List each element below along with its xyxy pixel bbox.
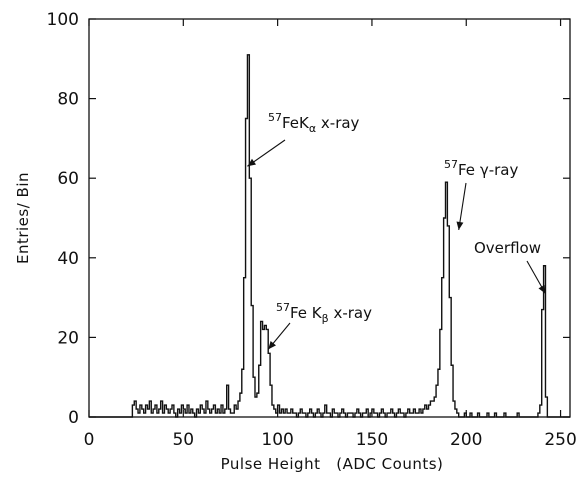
annotation-sup: 57 [276, 301, 290, 314]
annotation-main: Overflow [474, 239, 541, 257]
annotation-suffix: -ray [489, 161, 519, 179]
y-tick-label: 20 [57, 328, 79, 348]
tick-labels: 0 50 100 150 200 250 0 20 40 60 80 100 [47, 10, 577, 450]
y-tick-label: 0 [68, 408, 79, 428]
annotation-greek: γ [480, 161, 489, 179]
annotation-arrowhead [247, 158, 257, 167]
y-tick-label: 60 [57, 169, 79, 189]
x-tick-label: 100 [261, 430, 293, 450]
annotation-2: 57Fe γ-ray [444, 158, 518, 231]
annotation-sub: β [322, 312, 329, 325]
y-tick-label: 40 [57, 249, 79, 269]
plot-frame [88, 18, 571, 418]
annotation-sub: α [309, 122, 316, 135]
y-axis-title: Entries/ Bin [14, 172, 32, 264]
annotation-suffix: x-ray [329, 304, 372, 322]
x-tick-label: 0 [84, 430, 95, 450]
annotation-label: 57Fe Kβ x-ray [276, 301, 372, 325]
axis-ticks [88, 18, 570, 418]
annotation-label: 57Fe γ-ray [444, 158, 518, 179]
annotation-0: 57FeKα x-ray [247, 111, 360, 167]
annotation-suffix: x-ray [316, 114, 359, 132]
annotation-arrowhead [538, 284, 546, 294]
annotation-3: Overflow [474, 239, 546, 294]
annotation-arrowhead [268, 340, 276, 350]
histogram-step-line [89, 54, 570, 418]
y-tick-label: 100 [47, 10, 79, 30]
x-axis-title: Pulse Height (ADC Counts) [221, 455, 444, 473]
annotation-main: FeK [282, 114, 310, 132]
annotation-1: 57Fe Kβ x-ray [267, 301, 372, 350]
annotation-arrowhead [456, 221, 464, 230]
x-tick-label: 200 [450, 430, 482, 450]
annotation-label: 57FeKα x-ray [268, 111, 360, 135]
annotation-sup: 57 [268, 111, 282, 124]
annotation-label: Overflow [474, 239, 541, 257]
annotation-sup: 57 [444, 158, 458, 171]
x-tick-label: 250 [544, 430, 576, 450]
annotation-main: Fe [458, 161, 480, 179]
annotation-main: Fe K [290, 304, 323, 322]
x-tick-label: 150 [356, 430, 388, 450]
y-tick-label: 80 [57, 90, 79, 110]
x-tick-label: 50 [172, 430, 194, 450]
